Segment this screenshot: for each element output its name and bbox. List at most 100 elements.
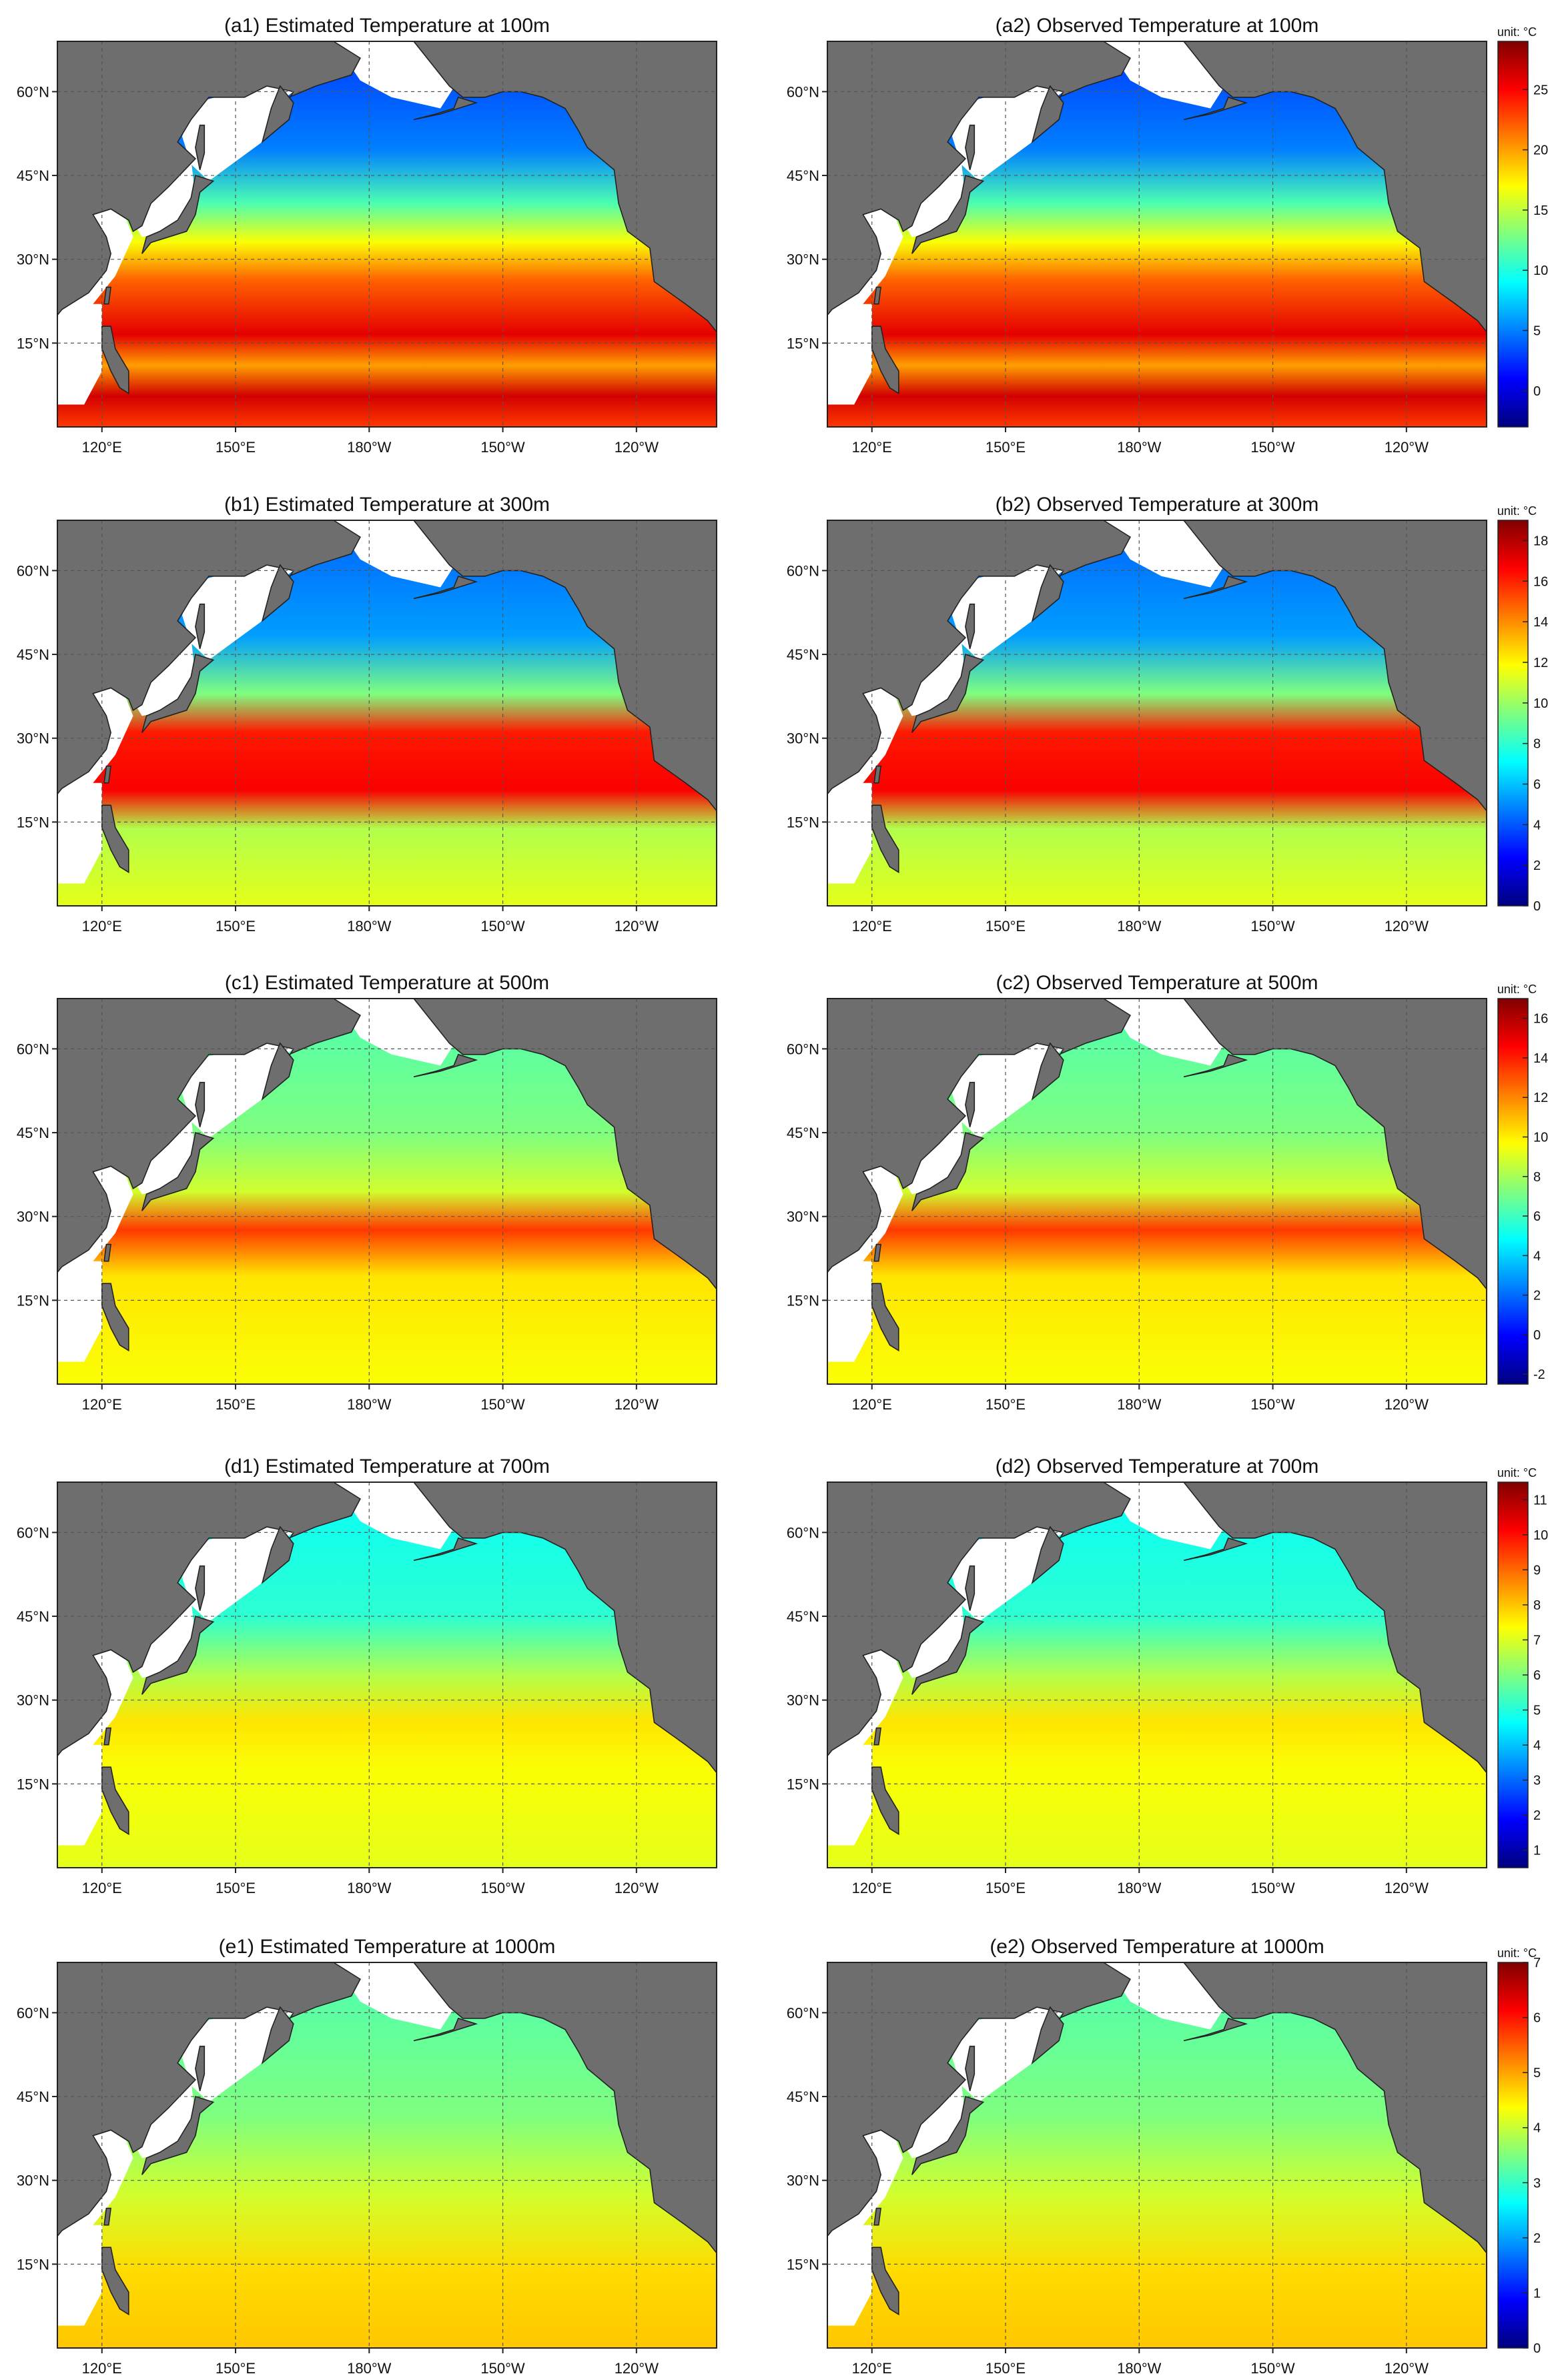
y-tick-label: 30°N xyxy=(787,1209,819,1225)
asia-land xyxy=(827,41,1131,317)
south-china-sea-unmapped xyxy=(57,782,102,884)
colorbar-tick-label: 6 xyxy=(1533,777,1541,792)
y-tick-label: 45°N xyxy=(787,1608,819,1625)
colorbar-gradient xyxy=(1497,998,1529,1385)
philippines-land xyxy=(101,1283,129,1352)
x-tick-label: 120°W xyxy=(1385,2360,1429,2377)
alaska-peninsula-land xyxy=(1183,96,1248,121)
y-tick-label: 30°N xyxy=(17,2173,49,2189)
sakhalin-land xyxy=(965,2045,976,2091)
colorbar-tick-label: 0 xyxy=(1533,899,1541,914)
map-panel-observed: (b2) Observed Temperature at 300m 120°E 15… xyxy=(787,494,1487,935)
taiwan-land xyxy=(103,765,112,784)
x-tick-label: 180°W xyxy=(347,1880,392,1896)
panel-title: (c1) Estimated Temperature at 500m xyxy=(225,972,549,994)
x-tick-label: 150°E xyxy=(216,1880,256,1896)
colorbar-tick-label: 10 xyxy=(1533,1528,1548,1543)
map-frame xyxy=(827,1481,1487,1868)
colorbar-tick-label: 2 xyxy=(1533,2231,1541,2246)
colorbar-tick-label: 4 xyxy=(1533,2121,1541,2136)
map-frame xyxy=(827,41,1487,428)
colorbar-tick-label: 7 xyxy=(1533,1633,1541,1648)
x-tick-label: 120°W xyxy=(1385,918,1429,935)
x-tick-label: 150°E xyxy=(216,2360,256,2377)
x-tick-label: 150°W xyxy=(480,1396,525,1413)
map-frame xyxy=(57,1481,717,1868)
japan-land xyxy=(141,174,215,254)
colorbar-unit: unit: °C xyxy=(1497,25,1537,39)
panel-title: (d1) Estimated Temperature at 700m xyxy=(224,1455,550,1477)
kamchatka-land xyxy=(261,2006,294,2065)
panel-title: (c2) Observed Temperature at 500m xyxy=(996,972,1318,994)
asia-land xyxy=(57,1481,361,1758)
y-tick-label: 45°N xyxy=(17,646,49,663)
y-tick-label: 15°N xyxy=(787,1292,819,1309)
y-tick-label: 30°N xyxy=(787,730,819,747)
map-frame xyxy=(57,41,717,428)
colorbar-tick-label: 8 xyxy=(1533,1598,1541,1613)
colorbar-tick-label: 8 xyxy=(1533,1170,1541,1185)
y-tick-label: 15°N xyxy=(787,814,819,830)
asia-land xyxy=(827,1962,1131,2238)
alaska-peninsula-land xyxy=(413,1053,478,1078)
y-tick-label: 60°N xyxy=(17,562,49,579)
colorbar-tick-label: 0 xyxy=(1533,384,1541,399)
y-tick-label: 60°N xyxy=(787,2004,819,2021)
map-frame xyxy=(57,520,717,907)
colorbar-tick-label: 11 xyxy=(1533,1493,1547,1508)
colorbar-tick-label: 10 xyxy=(1533,1130,1548,1145)
sakhalin-land xyxy=(965,1081,976,1127)
y-tick-label: 15°N xyxy=(17,814,49,830)
colorbar: unit: °C 0 1 2 3 4 5 6 7 xyxy=(1497,1946,1541,2356)
japan-land xyxy=(141,653,215,733)
asia-land xyxy=(57,998,361,1274)
y-tick-label: 60°N xyxy=(787,83,819,100)
map-panel-observed: (d2) Observed Temperature at 700m 120°E 15… xyxy=(787,1455,1487,1896)
y-tick-label: 60°N xyxy=(787,1524,819,1541)
panel-title: (a2) Observed Temperature at 100m xyxy=(996,15,1319,37)
taiwan-land xyxy=(103,1243,112,1262)
y-tick-label: 15°N xyxy=(17,1292,49,1309)
y-tick-label: 30°N xyxy=(17,251,49,268)
x-tick-label: 120°W xyxy=(1385,439,1429,456)
colorbar-unit: unit: °C xyxy=(1497,1946,1537,1960)
colorbar-tick-label: 6 xyxy=(1533,2011,1541,2026)
taiwan-land xyxy=(103,2207,112,2226)
x-tick-label: 180°W xyxy=(347,439,392,456)
x-tick-label: 180°W xyxy=(347,1396,392,1413)
kamchatka-land xyxy=(261,1042,294,1101)
alaska-peninsula-land xyxy=(1183,2017,1248,2042)
y-tick-label: 15°N xyxy=(787,2256,819,2273)
alaska-peninsula-land xyxy=(413,1537,478,1562)
x-tick-label: 120°W xyxy=(615,2360,659,2377)
x-tick-label: 150°W xyxy=(1250,1396,1295,1413)
x-tick-label: 150°W xyxy=(1250,1880,1295,1896)
philippines-land xyxy=(871,804,899,874)
y-tick-label: 15°N xyxy=(17,1776,49,1792)
y-tick-label: 30°N xyxy=(17,1692,49,1709)
colorbar-tick-label: 14 xyxy=(1533,1051,1548,1066)
colorbar-tick-label: 12 xyxy=(1533,1091,1548,1105)
y-tick-label: 30°N xyxy=(17,730,49,747)
sakhalin-land xyxy=(195,2045,206,2091)
y-tick-label: 30°N xyxy=(787,251,819,268)
sakhalin-land xyxy=(195,603,206,649)
japan-land xyxy=(141,2095,215,2175)
map-frame xyxy=(827,998,1487,1385)
south-china-sea-unmapped xyxy=(827,782,872,884)
japan-land xyxy=(911,174,985,254)
kamchatka-land xyxy=(261,1526,294,1585)
south-china-sea-unmapped xyxy=(57,304,102,405)
kamchatka-land xyxy=(1031,564,1064,623)
x-tick-label: 120°W xyxy=(615,439,659,456)
colorbar-tick-label: 1 xyxy=(1533,2286,1541,2301)
colorbar-tick-label: 4 xyxy=(1533,1249,1541,1263)
asia-land xyxy=(57,41,361,317)
x-tick-label: 180°W xyxy=(347,918,392,935)
map-panel-observed: (c2) Observed Temperature at 500m 120°E 15… xyxy=(787,972,1487,1413)
philippines-land xyxy=(871,326,899,395)
alaska-peninsula-land xyxy=(1183,1053,1248,1078)
colorbar-unit: unit: °C xyxy=(1497,983,1537,996)
colorbar-tick-label: 25 xyxy=(1533,83,1548,97)
map-panel-estimated: (c1) Estimated Temperature at 500m 120°E 1… xyxy=(17,972,717,1413)
